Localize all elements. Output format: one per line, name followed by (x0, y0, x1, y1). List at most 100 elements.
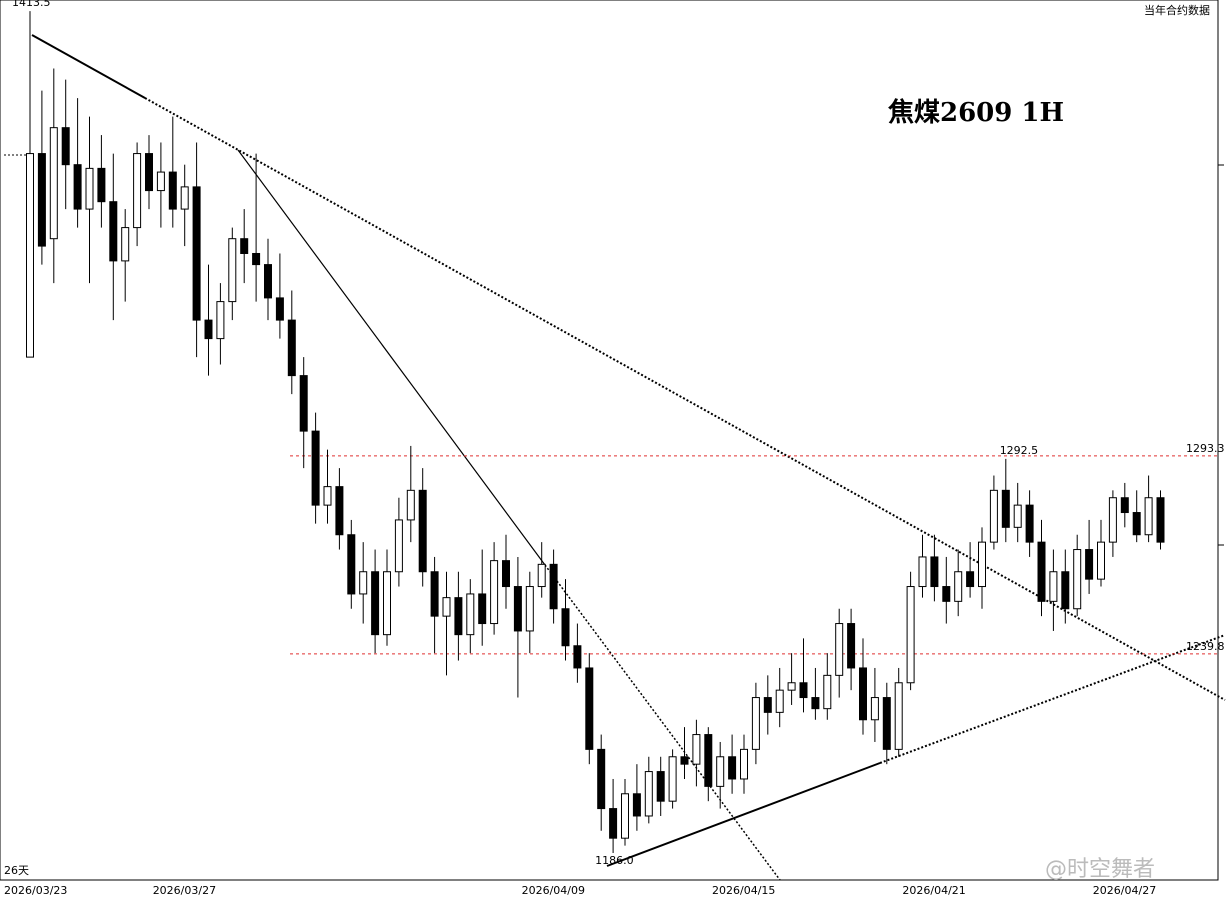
candle-body (847, 623, 856, 669)
candle-body (1097, 541, 1105, 580)
candle-body (811, 697, 820, 710)
candle-body (418, 489, 427, 573)
candle-body (192, 186, 201, 321)
x-tick-label: 2026/04/15 (712, 884, 775, 897)
candle-body (240, 238, 249, 254)
candle-body (394, 519, 403, 573)
candle-body (49, 127, 58, 240)
candle-body (609, 808, 618, 839)
candle-body (228, 238, 237, 303)
candle-body (478, 593, 487, 625)
candle-body (644, 771, 653, 817)
candle-body (585, 667, 594, 750)
candle-body (692, 734, 701, 765)
x-tick-label: 2026/03/27 (153, 884, 216, 897)
candle-body (823, 674, 832, 710)
candle-body (264, 264, 272, 299)
candle-body (26, 153, 34, 358)
candle-body (156, 171, 165, 192)
price-annotation: 1413.5 (12, 0, 51, 9)
candle-body (1132, 512, 1141, 536)
candle-body (1108, 497, 1117, 543)
candle-body (942, 586, 951, 602)
candle-body (894, 682, 903, 750)
x-tick-label: 2026/04/27 (1093, 884, 1156, 897)
x-tick-label: 2026/03/23 (4, 884, 67, 897)
price-annotation: 1292.5 (1000, 444, 1038, 457)
candle-body (561, 608, 570, 647)
trendline (544, 564, 781, 881)
trendline (879, 634, 1226, 764)
chart-title: 焦煤2609 1H (888, 97, 1064, 128)
candle-body (704, 734, 713, 787)
candle-body (1049, 571, 1058, 602)
candle-body (430, 571, 439, 617)
subtitle: 当年合约数据 (1144, 3, 1210, 17)
candle-body (787, 682, 796, 691)
candle-body (347, 534, 356, 595)
candle-body (1013, 504, 1022, 528)
candle-body (133, 153, 142, 229)
candle-body (454, 597, 463, 636)
candle-body (1037, 541, 1046, 602)
candle-body (180, 186, 189, 210)
candle-body (109, 201, 118, 262)
candle-body (1120, 497, 1129, 514)
candle-body (1085, 549, 1094, 580)
candle-body (716, 756, 725, 787)
candle-body (978, 541, 986, 588)
candle-body (537, 563, 546, 588)
candle-body (621, 793, 629, 839)
candle-body (751, 697, 760, 750)
x-tick-label: 2026/04/09 (522, 884, 585, 897)
candle-body (1156, 497, 1165, 543)
candle-body (1025, 504, 1034, 543)
candle-body (1061, 571, 1070, 610)
candle-body (775, 689, 784, 713)
candle-body (252, 252, 261, 266)
candle-body (966, 571, 975, 588)
candle-body (287, 319, 296, 377)
candle-body (406, 489, 415, 521)
candle-body (383, 571, 391, 636)
candle-body (1001, 489, 1010, 528)
candle-body (740, 748, 748, 780)
candle-body (656, 771, 665, 802)
candle-body (73, 164, 82, 210)
trendline (606, 762, 881, 867)
candle-body (1073, 549, 1082, 610)
candle-body (882, 697, 891, 750)
candle-body (121, 227, 130, 262)
candle-body (573, 645, 582, 669)
candle-body (335, 486, 344, 536)
candle-body (632, 793, 641, 817)
candle-body (37, 153, 46, 247)
candle-body (906, 586, 915, 684)
candle-body (680, 756, 689, 765)
candle-body (989, 489, 998, 543)
candle-body (859, 667, 867, 721)
candle-body (323, 486, 332, 506)
candle-body (275, 297, 284, 321)
candle-body (918, 556, 927, 588)
trendline (237, 149, 546, 566)
candle-body (466, 593, 475, 636)
candle-body (490, 560, 499, 625)
candle-body (442, 597, 451, 617)
candle-body (549, 563, 558, 610)
candle-body (502, 560, 510, 588)
note: 26天 (4, 864, 29, 877)
candle-body (85, 167, 94, 210)
candle-body (525, 586, 534, 632)
candle-body (597, 748, 606, 810)
candle-body (835, 623, 844, 676)
candle-body (1144, 497, 1153, 536)
candle-body (930, 556, 939, 588)
candle-body (299, 375, 308, 432)
candle-body (513, 586, 522, 632)
candle-body (145, 153, 153, 192)
candle-body (371, 571, 380, 636)
candle-body (216, 301, 225, 340)
plot-frame (0, 0, 1219, 881)
candle-body (97, 167, 106, 203)
